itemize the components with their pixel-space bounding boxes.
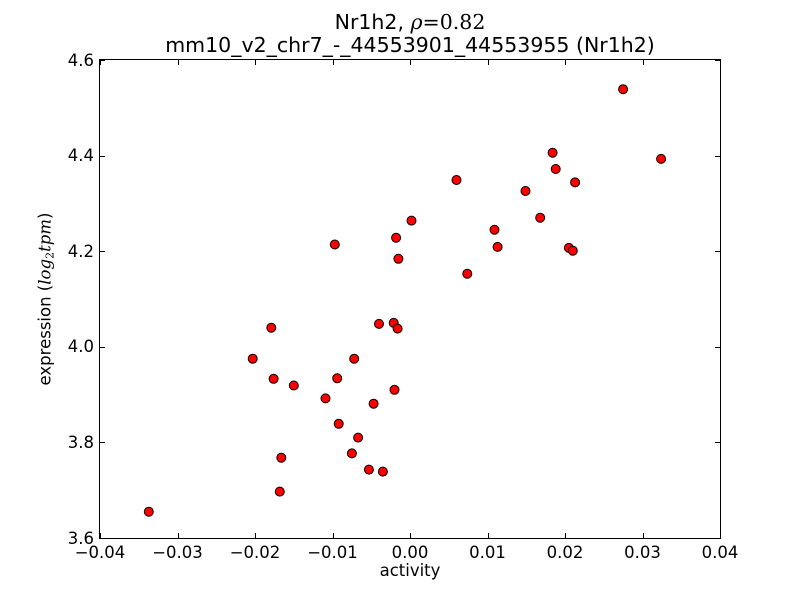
x-axis-label: activity (379, 561, 441, 580)
ylabel-close-paren: ) (35, 212, 55, 219)
scatter-point (520, 186, 531, 196)
scatter-canvas (100, 60, 720, 538)
x-tick-label: 0.04 (701, 543, 739, 562)
scatter-point (618, 84, 629, 95)
scatter-point (567, 245, 578, 256)
scatter-point (363, 464, 374, 475)
y-tick-label: 3.8 (67, 432, 94, 452)
scatter-point (462, 268, 473, 279)
x-tick-label: 0.01 (469, 543, 506, 562)
scatter-point (268, 373, 279, 384)
scatter-point (274, 486, 285, 497)
y-tick-label: 4.0 (67, 337, 94, 357)
rho-symbol: ρ (410, 10, 423, 34)
x-tick-label: −0.03 (152, 543, 203, 562)
scatter-point (329, 239, 340, 250)
scatter-point (535, 212, 546, 223)
x-tick-label: 0.03 (624, 543, 661, 562)
scatter-point (570, 177, 581, 188)
scatter-point (389, 384, 400, 395)
x-tick-label: −0.01 (307, 543, 358, 562)
scatter-point (550, 164, 561, 174)
scatter-point (392, 323, 403, 334)
chart-title-gene: Nr1h2, (334, 10, 411, 34)
y-tick-label: 3.6 (67, 528, 94, 548)
x-tick-label: −0.04 (74, 543, 126, 562)
scatter-point (143, 506, 154, 517)
y-tick-label: 4.2 (67, 241, 94, 261)
x-tick-label: 0.02 (546, 543, 584, 562)
ylabel-log: log (35, 258, 55, 285)
scatter-point (391, 232, 402, 243)
scatter-point (353, 432, 364, 443)
scatter-point (374, 318, 384, 329)
scatter-point (393, 253, 404, 264)
scatter-point (368, 398, 379, 409)
scatter-point (288, 380, 299, 391)
scatter-point (332, 373, 343, 384)
scatter-point (377, 466, 388, 477)
scatter-point (247, 353, 258, 364)
scatter-point (656, 153, 667, 164)
scatter-point (333, 418, 344, 429)
scatter-point (547, 147, 558, 158)
scatter-point (349, 353, 360, 364)
y-tick-label: 4.6 (67, 50, 94, 70)
scatter-point (451, 175, 462, 185)
x-tick-label: −0.02 (229, 543, 281, 562)
scatter-point (406, 215, 417, 226)
scatter-point (266, 322, 277, 333)
scatter-point (346, 448, 357, 459)
scatter-point (492, 241, 503, 252)
scatter-point (276, 452, 287, 463)
scatter-point (320, 393, 331, 404)
chart-title: Nr1h2, ρ=0.82 (100, 11, 720, 33)
y-tick-label: 4.4 (67, 146, 94, 166)
plot-area (99, 59, 721, 539)
rho-value: =0.82 (422, 10, 486, 34)
scatter-point (489, 224, 500, 235)
x-tick-label: 0.00 (391, 543, 429, 562)
y-axis-label-text: expression ( (35, 284, 55, 386)
chart-subtitle: mm10_v2_chr7_-_44553901_44553955 (Nr1h2) (165, 33, 655, 57)
